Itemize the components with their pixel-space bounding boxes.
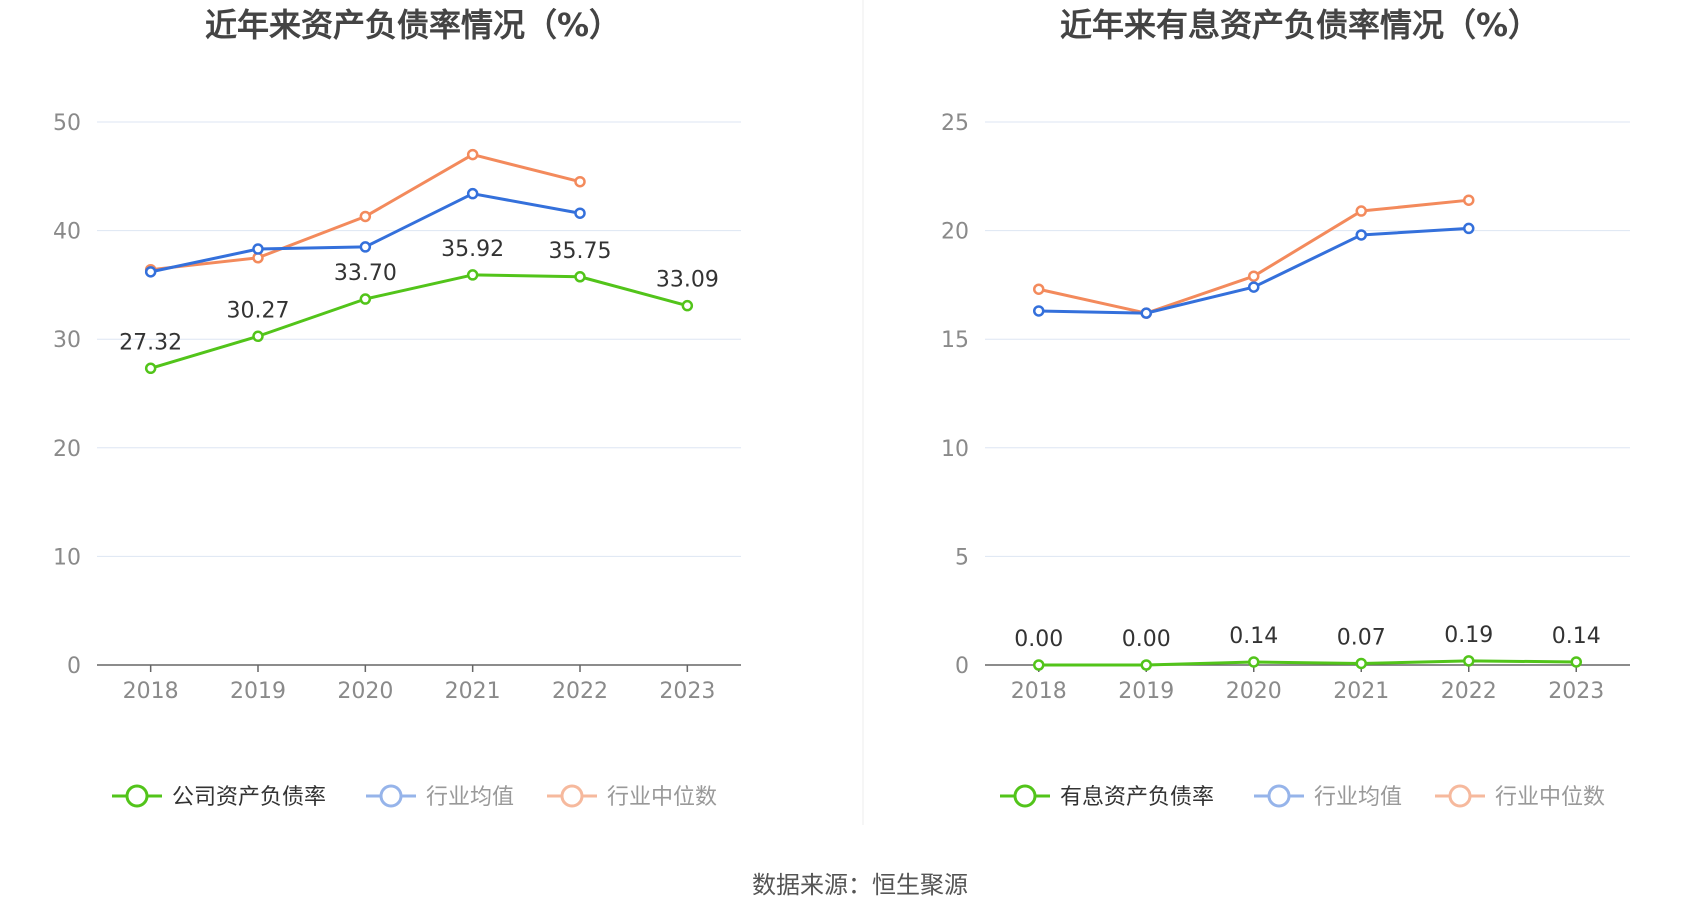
x-tick-label: 2020 bbox=[1226, 679, 1282, 704]
legend-item-industry-avg[interactable]: 行业均值 bbox=[1254, 784, 1402, 810]
legend-label: 公司资产负债率 bbox=[172, 785, 326, 810]
legend-label: 行业中位数 bbox=[607, 785, 717, 810]
data-label: 0.07 bbox=[1337, 625, 1386, 650]
data-point-industry-avg[interactable] bbox=[144, 266, 157, 278]
data-point-industry-median[interactable] bbox=[359, 210, 372, 223]
chart-title: 近年来资产负债率情况（%） bbox=[205, 6, 621, 44]
x-tick-label: 2018 bbox=[123, 679, 179, 704]
legend-item-industry-median[interactable]: 行业中位数 bbox=[547, 784, 717, 810]
y-tick-label: 30 bbox=[53, 328, 81, 353]
legend-marker bbox=[1448, 784, 1472, 808]
data-point-industry-median[interactable] bbox=[1463, 194, 1475, 206]
legend-marker bbox=[560, 784, 584, 808]
chart-debt-ratio: 近年来资产负债率情况（%） 0 10 20 30 40 50 2018 2019 2020 2021… bbox=[53, 6, 741, 810]
data-point-company[interactable] bbox=[1140, 659, 1152, 671]
x-tick-label: 2023 bbox=[1548, 679, 1604, 704]
data-label: 33.09 bbox=[656, 268, 719, 293]
data-point-company[interactable] bbox=[1463, 655, 1475, 667]
data-point-industry-avg[interactable] bbox=[1248, 281, 1260, 293]
legend-item-industry-avg[interactable]: 行业均值 bbox=[366, 784, 514, 810]
data-point-company[interactable] bbox=[144, 362, 157, 375]
x-tick-label: 2021 bbox=[445, 679, 501, 704]
y-tick-label: 50 bbox=[53, 111, 81, 136]
y-tick-label: 5 bbox=[955, 545, 969, 570]
data-point-company[interactable] bbox=[359, 293, 372, 305]
y-tick-label: 0 bbox=[67, 654, 81, 679]
y-tick-label: 0 bbox=[955, 654, 969, 679]
legend-label: 有息资产负债率 bbox=[1060, 785, 1214, 810]
chart-title: 近年来有息资产负债率情况（%） bbox=[1060, 6, 1540, 44]
x-tick-label: 2022 bbox=[1441, 679, 1497, 704]
data-point-industry-avg[interactable] bbox=[1355, 229, 1367, 241]
data-point-industry-median[interactable] bbox=[1033, 283, 1045, 295]
data-point-industry-avg[interactable] bbox=[574, 207, 586, 219]
y-tick-label: 15 bbox=[941, 328, 969, 353]
data-point-industry-median[interactable] bbox=[574, 175, 586, 188]
data-point-company[interactable] bbox=[1570, 656, 1582, 668]
data-point-company[interactable] bbox=[1033, 659, 1045, 671]
x-tick-label: 2021 bbox=[1333, 679, 1389, 704]
legend-item-company[interactable]: 公司资产负债率 bbox=[112, 784, 326, 810]
y-tick-label: 25 bbox=[941, 111, 969, 136]
chart-interest-debt-ratio: 近年来有息资产负债率情况（%） 0 5 10 15 20 25 2018 2019 2020 202… bbox=[941, 6, 1630, 810]
data-point-industry-avg[interactable] bbox=[1140, 307, 1152, 319]
data-point-industry-avg[interactable] bbox=[252, 243, 264, 255]
data-label: 0.00 bbox=[1014, 627, 1063, 652]
data-label: 35.92 bbox=[441, 237, 504, 262]
data-point-industry-avg[interactable] bbox=[1463, 222, 1475, 235]
legend-marker bbox=[125, 784, 149, 808]
legend-marker bbox=[1013, 784, 1037, 808]
series-line-industry-median bbox=[1038, 198, 1469, 315]
data-label: 0.14 bbox=[1552, 624, 1601, 649]
data-label: 35.75 bbox=[549, 239, 612, 264]
x-tick-label: 2019 bbox=[230, 679, 286, 704]
data-label: 0.19 bbox=[1444, 623, 1493, 648]
series-line-company bbox=[150, 273, 688, 370]
data-point-industry-median[interactable] bbox=[1355, 205, 1367, 217]
data-label: 0.14 bbox=[1229, 624, 1278, 649]
y-tick-label: 10 bbox=[941, 437, 969, 462]
y-tick-label: 40 bbox=[53, 220, 81, 245]
data-point-industry-avg[interactable] bbox=[466, 187, 479, 200]
data-point-company[interactable] bbox=[1355, 657, 1367, 670]
legend-item-company[interactable]: 有息资产负债率 bbox=[1000, 784, 1214, 810]
y-tick-label: 10 bbox=[53, 545, 81, 570]
data-label: 0.00 bbox=[1122, 627, 1171, 652]
legend-label: 行业均值 bbox=[1314, 785, 1402, 810]
data-source: 数据来源：恒生聚源 bbox=[752, 871, 968, 899]
legend-label: 行业中位数 bbox=[1495, 785, 1605, 810]
legend-marker bbox=[1267, 784, 1291, 808]
data-point-company[interactable] bbox=[1248, 656, 1260, 668]
series-line-company bbox=[1038, 659, 1577, 667]
x-tick-label: 2020 bbox=[337, 679, 393, 704]
data-point-company[interactable] bbox=[466, 269, 479, 281]
legend-label: 行业均值 bbox=[426, 785, 514, 810]
data-point-industry-median[interactable] bbox=[466, 148, 479, 161]
x-tick-label: 2018 bbox=[1011, 679, 1067, 704]
data-point-industry-avg[interactable] bbox=[359, 241, 372, 253]
data-point-industry-avg[interactable] bbox=[1033, 305, 1045, 317]
legend-item-industry-median[interactable]: 行业中位数 bbox=[1435, 784, 1605, 810]
x-tick-label: 2022 bbox=[552, 679, 608, 704]
data-point-company[interactable] bbox=[574, 271, 586, 283]
x-tick-label: 2019 bbox=[1118, 679, 1174, 704]
legend-marker bbox=[379, 784, 403, 808]
data-point-company[interactable] bbox=[681, 299, 694, 312]
y-tick-label: 20 bbox=[941, 220, 969, 245]
data-label: 33.70 bbox=[334, 261, 397, 286]
data-label: 30.27 bbox=[227, 298, 290, 323]
data-point-industry-median[interactable] bbox=[1248, 270, 1260, 282]
data-label: 27.32 bbox=[119, 330, 182, 355]
y-tick-label: 20 bbox=[53, 437, 81, 462]
x-tick-label: 2023 bbox=[659, 679, 715, 704]
data-point-company[interactable] bbox=[252, 330, 264, 343]
